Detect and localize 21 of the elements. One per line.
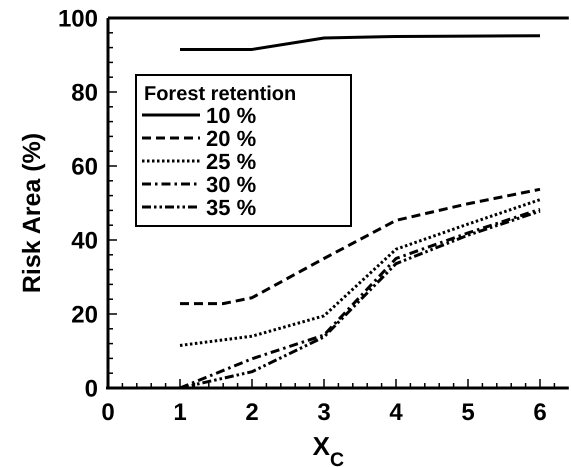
y-axis-title: Risk Area (%) (18, 132, 46, 294)
x-tick-label: 2 (245, 399, 259, 426)
y-tick-label: 60 (71, 154, 98, 181)
x-axis-title: X$_{C}$ (312, 431, 344, 467)
x-tick-label: 6 (533, 399, 547, 426)
x-tick-label: 3 (317, 399, 331, 426)
y-tick-label: 40 (71, 228, 98, 255)
x-tick-label: 0 (101, 399, 115, 426)
x-tick-label: 4 (389, 399, 404, 426)
x-tick-label: 5 (461, 399, 475, 426)
y-tick-label: 80 (71, 80, 98, 107)
y-tick-label: 100 (58, 6, 98, 33)
legend-title: Forest retention (144, 83, 296, 105)
y-tick-label: 0 (84, 376, 98, 403)
x-tick-label: 1 (173, 399, 187, 426)
legend-label: 10 % (206, 102, 256, 128)
legend-label: 35 % (206, 194, 256, 220)
legend-label: 20 % (206, 126, 256, 151)
y-tick-label: 20 (71, 302, 98, 329)
legend-label: 30 % (206, 172, 256, 197)
legend-label: 25 % (206, 148, 256, 174)
